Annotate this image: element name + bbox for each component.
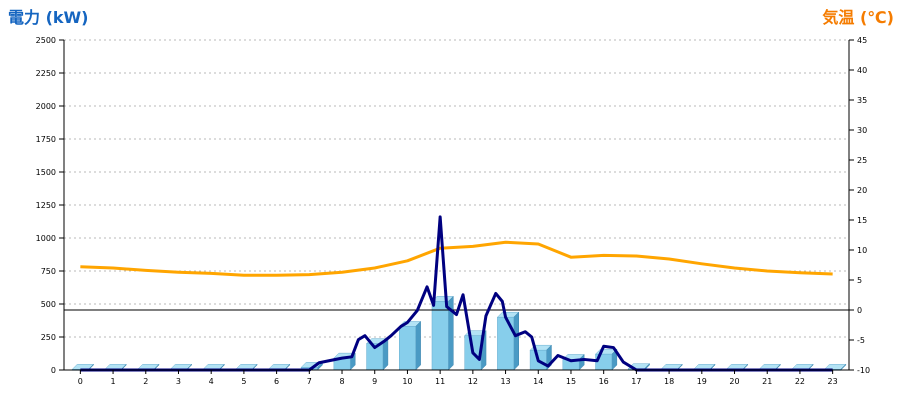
right-tick-label: -10 <box>857 366 870 375</box>
power-bar <box>398 320 422 371</box>
x-tick-label: 19 <box>697 377 707 386</box>
left-tick-label: 1500 <box>36 168 56 177</box>
left-tick-label: 250 <box>41 333 56 342</box>
x-tick-label: 13 <box>500 377 510 386</box>
x-tick-label: 6 <box>274 377 279 386</box>
x-tick-label: 18 <box>664 377 674 386</box>
x-tick-label: 22 <box>795 377 805 386</box>
power-bar <box>431 295 454 371</box>
power-bar-side <box>513 311 519 371</box>
x-tick-label: 17 <box>631 377 641 386</box>
x-tick-label: 21 <box>762 377 772 386</box>
x-tick-label: 12 <box>468 377 478 386</box>
power-bar <box>365 337 389 371</box>
x-tick-label: 3 <box>176 377 181 386</box>
right-tick-label: 15 <box>857 216 867 225</box>
grid-lines <box>64 39 849 338</box>
left-tick-label: 500 <box>41 300 56 309</box>
left-tick-label: 2000 <box>36 102 56 111</box>
x-tick-label: 1 <box>111 377 116 386</box>
left-tick-label: 1000 <box>36 234 56 243</box>
left-tick-label: 750 <box>41 267 56 276</box>
right-tick-label: 5 <box>857 276 862 285</box>
x-tick-label: 5 <box>241 377 246 386</box>
chart-lines <box>64 215 849 372</box>
power-line <box>80 215 833 372</box>
right-tick-label: 25 <box>857 156 867 165</box>
right-tick-label: 0 <box>857 306 862 315</box>
x-tick-label: 20 <box>729 377 739 386</box>
x-tick-label: 10 <box>402 377 412 386</box>
right-tick-label: 10 <box>857 246 867 255</box>
x-tick-label: 15 <box>566 377 576 386</box>
x-tick-label: 0 <box>78 377 83 386</box>
x-tick-label: 9 <box>372 377 377 386</box>
power-bar-front <box>431 301 449 371</box>
left-axis-title: 電力 (kW) <box>8 8 89 27</box>
power-bar <box>562 353 585 371</box>
x-tick-label: 7 <box>307 377 312 386</box>
right-tick-label: 20 <box>857 186 867 195</box>
x-tick-label: 2 <box>143 377 148 386</box>
x-tick-label: 23 <box>828 377 838 386</box>
right-tick-label: 30 <box>857 126 867 135</box>
right-tick-label: 35 <box>857 96 867 105</box>
temperature-line <box>80 240 833 277</box>
power-bar-front <box>399 326 416 371</box>
power-bar-side <box>415 320 421 371</box>
x-tick-label: 14 <box>533 377 543 386</box>
tick-labels: 02505007501000125015001750200022502500-1… <box>36 36 870 386</box>
right-tick-label: 40 <box>857 66 867 75</box>
left-tick-label: 0 <box>51 366 56 375</box>
left-tick-label: 1250 <box>36 201 56 210</box>
power-bar <box>496 311 520 371</box>
power-bar <box>71 363 95 371</box>
chart-axes <box>59 39 854 374</box>
left-tick-label: 2250 <box>36 69 56 78</box>
right-tick-label: -5 <box>857 336 865 345</box>
x-tick-label: 16 <box>599 377 609 386</box>
right-axis-title: 気温 (℃) <box>822 8 894 27</box>
x-tick-label: 4 <box>209 377 214 386</box>
left-tick-label: 1750 <box>36 135 56 144</box>
left-tick-label: 2500 <box>36 36 56 45</box>
x-tick-label: 11 <box>435 377 445 386</box>
x-tick-label: 8 <box>339 377 344 386</box>
right-tick-label: 45 <box>857 36 867 45</box>
